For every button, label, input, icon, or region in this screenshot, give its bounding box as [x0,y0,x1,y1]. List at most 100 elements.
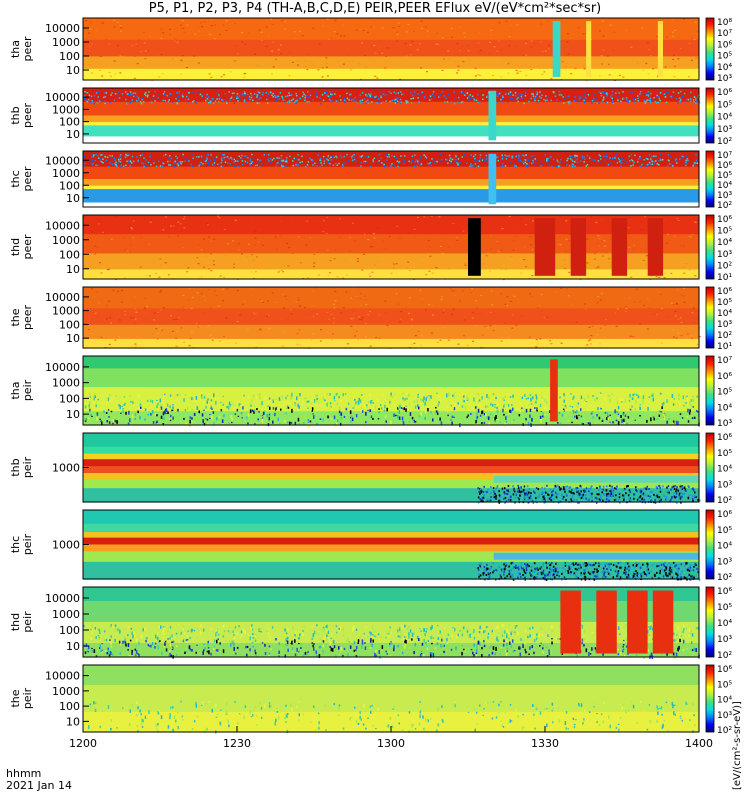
noise-pixel [666,233,669,235]
noise-pixel [628,217,631,219]
noise-pixel [594,647,597,650]
noise-pixel [570,500,573,503]
noise-pixel [425,630,427,633]
noise-pixel [517,487,520,490]
noise-pixel [524,641,526,645]
noise-pixel [424,26,427,28]
noise-pixel [588,487,590,490]
noise-pixel [498,499,500,502]
noise-pixel [388,91,390,93]
noise-pixel [518,95,520,97]
noise-pixel [503,399,505,401]
noise-pixel [587,571,590,574]
noise-pixel [122,408,124,410]
noise-pixel [577,402,580,405]
noise-pixel [463,93,465,95]
noise-pixel [522,643,524,645]
noise-pixel [520,94,522,97]
noise-pixel [479,313,482,315]
noise-pixel [641,163,643,166]
noise-pixel [317,162,320,165]
noise-pixel [150,101,153,103]
noise-pixel [147,50,150,52]
noise-pixel [677,574,679,577]
noise-pixel [576,575,578,578]
noise-pixel [370,400,372,404]
colorbar-tick-label: 10⁶ [717,161,732,171]
noise-pixel [650,499,653,502]
noise-pixel [286,161,288,163]
noise-pixel [448,58,451,60]
noise-pixel [117,94,119,97]
noise-pixel [435,43,438,45]
noise-pixel [556,99,558,101]
noise-pixel [600,158,602,160]
noise-pixel [210,155,213,157]
noise-pixel [419,155,422,157]
noise-pixel [419,157,421,159]
noise-pixel [284,641,286,644]
noise-pixel [446,101,449,103]
noise-pixel [523,162,525,165]
noise-pixel [665,566,667,569]
noise-pixel [487,405,489,408]
noise-pixel [514,92,517,94]
noise-pixel [119,55,122,57]
noise-pixel [183,417,185,420]
noise-pixel [294,421,297,425]
noise-pixel [164,393,166,396]
noise-pixel [622,76,625,78]
noise-pixel [573,100,575,102]
noise-pixel [312,333,315,335]
noise-pixel [672,485,675,488]
noise-pixel [117,290,119,293]
noise-pixel [492,487,495,489]
noise-pixel [345,291,348,293]
noise-pixel [392,643,394,645]
noise-pixel [657,163,659,166]
noise-pixel [178,91,180,93]
noise-pixel [555,291,558,293]
noise-pixel [679,495,682,498]
noise-pixel [351,415,353,419]
noise-pixel [174,59,177,61]
noise-pixel [681,417,684,419]
noise-pixel [258,410,260,413]
noise-pixel [323,637,325,641]
noise-pixel [544,487,546,490]
noise-pixel [381,258,384,260]
noise-pixel [537,59,540,61]
noise-pixel [678,575,680,578]
noise-pixel [498,501,500,504]
noise-pixel [407,101,409,103]
noise-pixel [585,497,587,500]
noise-pixel [461,405,464,408]
noise-pixel [643,487,645,490]
noise-pixel [682,486,684,489]
noise-pixel [91,649,94,654]
noise-pixel [623,487,626,490]
noise-pixel [358,397,360,401]
noise-pixel [524,572,527,575]
noise-pixel [693,650,695,652]
noise-pixel [284,295,287,297]
noise-pixel [101,22,104,24]
noise-pixel [150,101,153,104]
noise-pixel [590,343,592,345]
y-tick-label: 1000 [52,36,80,49]
noise-pixel [590,216,592,218]
noise-pixel [689,564,692,567]
noise-pixel [679,403,681,407]
noise-pixel [298,405,300,409]
noise-pixel [695,98,697,100]
noise-pixel [547,493,550,496]
noise-pixel [519,494,521,497]
noise-pixel [312,160,314,162]
noise-pixel [393,404,396,407]
noise-pixel [342,63,345,65]
spectrum-band [83,537,699,546]
noise-pixel [166,94,169,97]
noise-pixel [540,293,543,296]
noise-pixel [577,494,579,497]
